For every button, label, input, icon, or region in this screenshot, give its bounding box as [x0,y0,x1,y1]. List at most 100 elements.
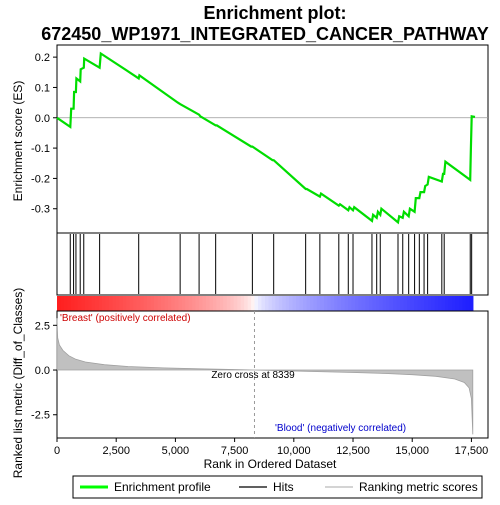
heatmap-cell [164,296,169,311]
heatmap-cell [361,296,367,311]
heatmap-cell [77,296,82,311]
heatmap-cell [63,296,68,311]
heatmap-cell [240,296,245,311]
es-ytick-label: 0.1 [35,82,50,94]
heatmap-cell [320,296,325,311]
heatmap-cell [112,296,117,311]
heatmap-cell [275,296,280,311]
heatmap-cell [292,296,297,311]
es-panel: -0.3 -0.2 -0.1 0.0 0.1 0.2 [31,44,489,234]
heatmap-cell [299,296,304,311]
heatmap-cell [216,296,221,311]
heatmap-cell [212,296,218,311]
heatmap-cell [254,296,259,311]
heatmap-cell [330,296,335,311]
heatmap-cell [372,296,377,311]
heatmap-cell [431,296,436,311]
heatmap-cell [313,296,318,311]
heatmap-cell [323,296,328,311]
heatmap-cell [462,296,467,311]
heatmap-cell [434,296,439,311]
enrichment-profile-line [56,51,476,225]
heatmap-cell [358,296,363,311]
heatmap-cell [337,296,342,311]
heatmap-cell [417,296,422,311]
heatmap-cell [424,296,429,311]
heatmap-cell [136,296,141,311]
heatmap-cell [375,296,380,311]
legend-label: Enrichment profile [114,480,211,494]
heatmap-cell [341,296,346,311]
heatmap-cell [247,296,252,311]
heatmap-cell [268,296,273,311]
heatmap-cell [105,296,110,311]
heatmap-cell [465,296,470,311]
ranked-xtick-label: 15,000 [395,445,429,457]
legend-label: Ranking metric scores [359,480,478,494]
heatmap-cell [237,296,242,311]
ranked-ytick-label: -2.5 [31,410,50,422]
legend: Enrichment profile Hits Ranking metric sco… [72,475,483,499]
ranked-xtick-label: 10,000 [277,445,311,457]
heatmap-cell [386,296,391,311]
heatmap-cell [143,296,148,311]
zero-cross-label: Zero cross at 8339 [211,370,295,381]
negative-correlation-label: 'Blood' (negatively correlated) [275,423,406,434]
heatmap-cell [209,296,214,311]
heatmap-cell [181,296,186,311]
es-ytick-label: -0.2 [31,173,50,185]
chart-title-line1: Enrichment plot: [204,3,347,23]
heatmap-cell [445,296,450,311]
heatmap-cell [458,296,464,311]
heatmap-cell [223,296,228,311]
heatmap-cell [257,296,263,311]
heatmap-cell [57,296,62,311]
heatmap-cell [303,296,308,311]
heatmap-cell [115,296,120,311]
ranked-xtick-label: 7,500 [221,445,249,457]
heatmap-cell [400,296,405,311]
heatmap-cell [70,296,75,311]
heatmap-cell [452,296,457,311]
heatmap-cell [355,296,360,311]
heatmap-cell [334,296,339,311]
ranked-metric-panel: -2.5 0.0 2.5 0 2,500 5,000 7,500 10,000 12,500 15… [31,310,489,457]
heatmap-cell [122,296,127,311]
heatmap-cell [147,296,152,311]
heatmap-cell [192,296,197,311]
heatmap-cell [129,296,134,311]
heatmap-cell [441,296,446,311]
heatmap-cell [285,296,290,311]
heatmap-cell [407,296,412,311]
heatmap-cell [469,296,474,311]
ranked-xtick-label: 12,500 [336,445,370,457]
heatmap-cell [306,296,311,311]
heatmap-cell [188,296,193,311]
ranked-xtick-label: 2,500 [102,445,130,457]
heatmap-cell [160,296,166,311]
heatmap-cell [309,296,315,311]
heatmap-cell [74,296,79,311]
heatmap-cell [264,296,269,311]
hits-panel-frame [56,232,489,296]
heatmap-cell [171,296,176,311]
heatmap-cell [368,296,373,311]
heatmap-cell [178,296,183,311]
heatmap-cell [438,296,443,311]
positive-correlation-label: 'Breast' (positively correlated) [60,313,191,324]
es-panel-frame [56,44,489,234]
heatmap-cell [95,296,100,311]
heatmap-cell [413,296,418,311]
heatmap-cell [427,296,432,311]
heatmap-cell [226,296,231,311]
heatmap-cell [185,296,190,311]
ranked-ytick-label: 0.0 [35,365,50,377]
legend-label: Hits [273,480,294,494]
heatmap-cell [278,296,283,311]
heatmap-cell [410,296,415,311]
heatmap-cell [282,296,287,311]
heatmap-cell [448,296,453,311]
ranked-xlabel: Rank in Ordered Dataset [204,457,337,471]
heatmap-cell [126,296,131,311]
heatmap-cell [167,296,172,311]
